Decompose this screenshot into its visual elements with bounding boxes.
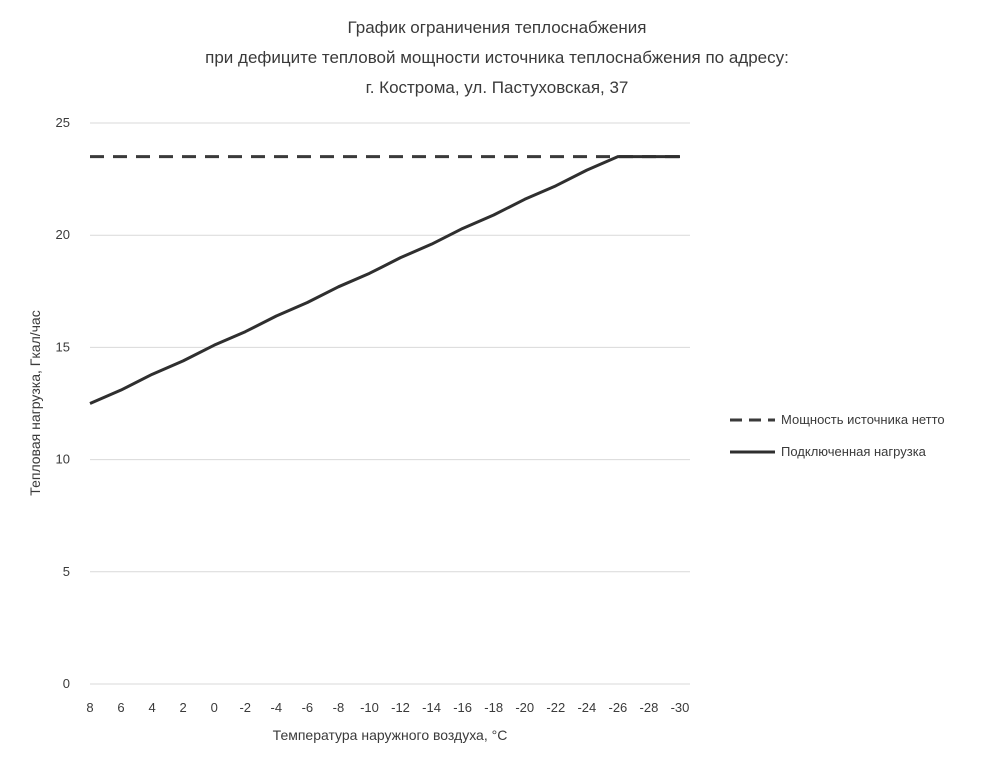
x-tick-label: -28 [640,700,659,715]
legend: Мощность источника нетто Подключенная наг… [730,412,945,459]
x-tick-label: -24 [577,700,596,715]
x-tick-label: -22 [546,700,565,715]
x-tick-label: -18 [484,700,503,715]
y-tick-label: 0 [63,676,70,691]
x-tick-label: -8 [333,700,345,715]
chart-title-line-1: График ограничения теплоснабжения [347,18,646,37]
legend-label-1: Подключенная нагрузка [781,444,927,459]
x-axis-label: Температура наружного воздуха, °С [273,727,508,743]
x-tick-label: 4 [148,700,155,715]
chart-title-line-2: при дефиците тепловой мощности источника… [205,48,789,67]
series-lines [89,155,680,405]
x-tick-label: 8 [86,700,93,715]
gridlines [90,122,690,685]
x-tick-label: -2 [239,700,251,715]
y-tick-label: 25 [56,115,70,130]
y-axis-label: Тепловая нагрузка, Гкал/час [27,310,43,495]
x-axis-ticks: 8 6 4 2 0 -2 -4 -6 -8 -10 -12 -14 -16 -18 -20 -22 -24 -26… [86,700,689,715]
x-tick-label: 2 [180,700,187,715]
x-tick-label: -14 [422,700,441,715]
x-tick-label: -12 [391,700,410,715]
y-tick-label: 20 [56,227,70,242]
x-tick-label: -16 [453,700,472,715]
y-tick-label: 15 [56,339,70,354]
x-tick-label: 0 [211,700,218,715]
chart-title-line-3: г. Кострома, ул. Пастуховская, 37 [366,78,629,97]
chart-title: График ограничения теплоснабжения при де… [205,18,789,97]
y-axis-ticks: 0 5 10 15 20 25 [56,115,70,691]
x-tick-label: -26 [608,700,627,715]
x-tick-label: -4 [271,700,283,715]
x-tick-label: -20 [515,700,534,715]
x-tick-label: -10 [360,700,379,715]
x-tick-label: -6 [302,700,314,715]
y-tick-label: 10 [56,452,70,467]
legend-label-0: Мощность источника нетто [781,412,945,427]
y-tick-label: 5 [63,564,70,579]
x-tick-label: -30 [671,700,690,715]
series-line-1 [89,155,680,405]
x-tick-label: 6 [117,700,124,715]
